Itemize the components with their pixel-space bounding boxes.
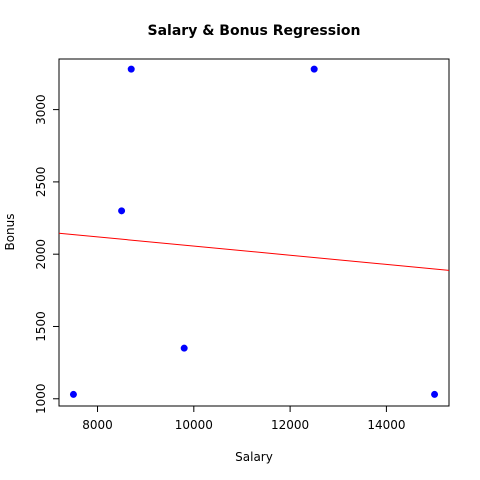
data-point bbox=[127, 65, 135, 73]
x-tick-label: 14000 bbox=[367, 418, 405, 432]
data-point bbox=[180, 344, 188, 352]
data-point bbox=[310, 65, 318, 73]
regression-line bbox=[58, 232, 450, 271]
y-tick-label: 2000 bbox=[34, 239, 48, 270]
data-point bbox=[118, 207, 126, 215]
y-tick-label: 3000 bbox=[34, 94, 48, 125]
x-tick-label: 8000 bbox=[82, 418, 113, 432]
y-axis: 1000 1500 2000 2500 3000 bbox=[34, 94, 59, 414]
x-axis-label: Salary bbox=[235, 450, 273, 464]
y-tick-label: 1000 bbox=[34, 383, 48, 414]
regression-line-layer bbox=[58, 232, 450, 271]
points-layer bbox=[69, 65, 439, 398]
y-tick-label: 1500 bbox=[34, 311, 48, 342]
x-tick-label: 12000 bbox=[271, 418, 309, 432]
y-tick-label: 2500 bbox=[34, 167, 48, 198]
x-axis: 8000 10000 12000 14000 bbox=[82, 406, 406, 432]
data-point bbox=[69, 390, 77, 398]
chart-title: Salary & Bonus Regression bbox=[148, 23, 361, 39]
data-point bbox=[431, 390, 439, 398]
y-axis-label: Bonus bbox=[3, 213, 17, 250]
x-tick-label: 10000 bbox=[175, 418, 213, 432]
plot-frame bbox=[58, 58, 450, 407]
